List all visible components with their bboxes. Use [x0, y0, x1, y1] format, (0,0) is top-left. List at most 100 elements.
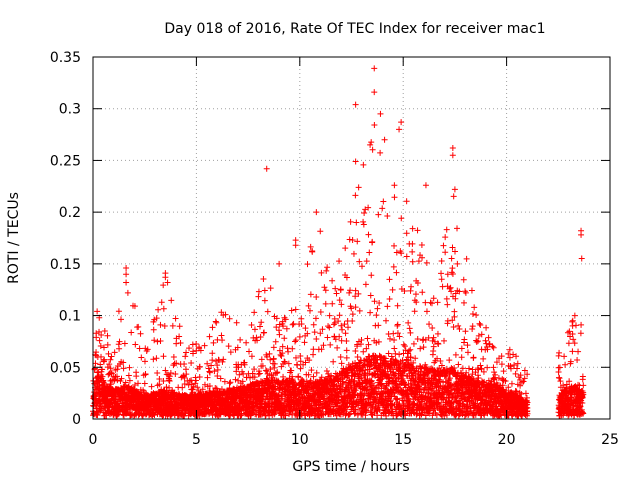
- data-point: [285, 360, 292, 367]
- data-point: [356, 307, 363, 314]
- data-point: [297, 365, 304, 372]
- data-point: [302, 325, 309, 332]
- data-point: [372, 385, 379, 392]
- data-point: [401, 368, 408, 375]
- data-point: [240, 370, 247, 377]
- data-point: [266, 412, 273, 419]
- data-point: [162, 367, 169, 374]
- data-point: [391, 337, 398, 344]
- data-point: [360, 161, 367, 168]
- data-point: [401, 343, 408, 350]
- data-point: [153, 355, 160, 362]
- data-point: [232, 399, 239, 406]
- data-point: [409, 240, 416, 247]
- data-point: [209, 357, 216, 364]
- data-point: [167, 370, 174, 377]
- data-point: [348, 305, 355, 312]
- data-point: [391, 390, 398, 397]
- data-point: [310, 373, 317, 380]
- data-point: [412, 291, 419, 298]
- data-point: [96, 337, 103, 344]
- data-point: [144, 346, 151, 353]
- data-point: [362, 281, 369, 288]
- data-point: [278, 352, 285, 359]
- data-point: [336, 297, 343, 304]
- data-point: [349, 311, 356, 318]
- data-point: [156, 376, 163, 383]
- data-point: [393, 249, 400, 256]
- data-point: [116, 345, 123, 352]
- data-point: [141, 358, 148, 365]
- data-point: [168, 297, 175, 304]
- data-point: [155, 306, 162, 313]
- data-point: [335, 318, 342, 325]
- data-point: [104, 332, 111, 339]
- data-point: [321, 284, 328, 291]
- data-point: [367, 394, 374, 401]
- data-point: [367, 292, 374, 299]
- data-point: [289, 376, 296, 383]
- data-point: [312, 315, 319, 322]
- data-point: [261, 297, 268, 304]
- data-point: [253, 334, 260, 341]
- data-point: [264, 308, 271, 315]
- data-point: [153, 315, 160, 322]
- data-point: [346, 411, 353, 418]
- data-point: [164, 279, 171, 286]
- data-point: [360, 348, 367, 355]
- data-point: [112, 373, 119, 380]
- data-point: [271, 411, 278, 418]
- data-point: [189, 386, 196, 393]
- data-point: [232, 376, 239, 383]
- data-point: [257, 334, 264, 340]
- data-point: [283, 325, 290, 332]
- data-point: [347, 218, 354, 225]
- data-point: [318, 346, 325, 353]
- data-point: [298, 315, 305, 322]
- data-point: [177, 340, 184, 347]
- data-point: [337, 354, 344, 361]
- data-point: [389, 356, 396, 363]
- data-point: [181, 381, 188, 388]
- data-point: [373, 339, 380, 346]
- data-point: [329, 300, 336, 307]
- data-point: [336, 258, 343, 265]
- data-point: [237, 336, 244, 343]
- data-point: [367, 408, 374, 415]
- data-point: [251, 366, 258, 373]
- data-point: [389, 406, 396, 413]
- data-point: [360, 396, 367, 403]
- data-point: [243, 339, 250, 346]
- data-point: [166, 373, 173, 380]
- data-point: [305, 371, 312, 378]
- data-point: [375, 211, 382, 218]
- data-point: [248, 321, 255, 328]
- data-point: [292, 337, 299, 344]
- data-point: [197, 347, 204, 354]
- data-point: [403, 253, 410, 260]
- data-point: [392, 350, 399, 357]
- data-point: [172, 315, 179, 322]
- data-point: [343, 354, 350, 361]
- data-point: [247, 374, 254, 381]
- data-point: [411, 308, 418, 315]
- data-point: [368, 411, 375, 418]
- data-point: [281, 335, 288, 342]
- data-point: [310, 351, 317, 358]
- data-point: [338, 322, 345, 329]
- data-point: [384, 213, 391, 220]
- data-point: [396, 333, 403, 340]
- data-point: [365, 341, 372, 348]
- data-point: [251, 374, 258, 381]
- data-point: [361, 209, 368, 216]
- data-point: [352, 347, 359, 354]
- data-point: [99, 373, 106, 380]
- data-point: [343, 337, 350, 344]
- data-point: [315, 381, 322, 388]
- data-point: [408, 283, 415, 290]
- data-point: [345, 324, 352, 331]
- data-point: [150, 326, 157, 333]
- data-point: [279, 350, 286, 357]
- data-point: [170, 390, 177, 397]
- data-point: [271, 360, 278, 367]
